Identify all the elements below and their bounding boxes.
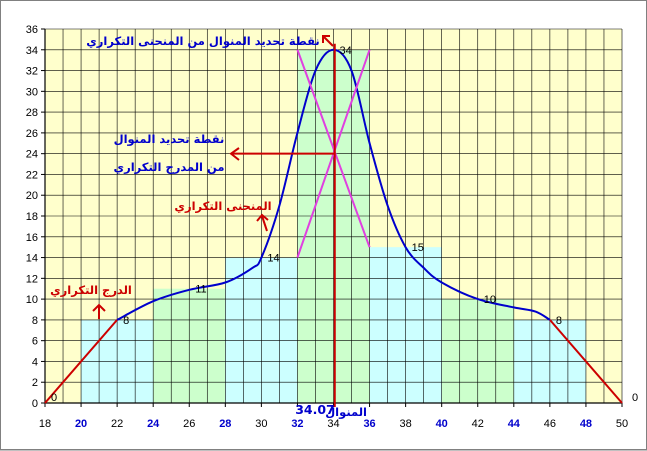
y-tick-label: 6 [32,336,38,348]
annotation-curve-mode-point: نقطة تحديد المنوال من المنحنى التكراري [86,34,319,49]
x-tick-label: 26 [183,418,195,430]
freq-curve-arrow [261,215,268,232]
point-label: 11 [195,284,206,296]
curve-mode-arrow [322,35,334,47]
x-tick-label-boundary: 28 [219,418,231,430]
y-tick-label: 30 [26,86,38,98]
x-tick-label: 46 [544,418,556,430]
y-tick-label: 14 [26,253,38,265]
y-tick-label: 2 [32,377,38,389]
x-tick-label-boundary: 48 [580,418,592,430]
x-tick-label: 34 [327,418,339,430]
x-tick-label: 30 [255,418,267,430]
point-label: 10 [484,294,496,306]
annotation-mode-value: 34.07 [295,402,335,417]
y-tick-label: 34 [26,45,38,57]
frequency-polygon-left [44,319,118,404]
annotation-hist-mode-line1: نقطة تحديد المنوال [114,132,225,147]
point-label: 0 [51,392,57,404]
mode-line-2 [296,49,371,248]
y-tick-label: 18 [26,211,38,223]
x-tick-label-boundary: 32 [291,418,303,430]
y-tick-label: 24 [26,149,38,161]
y-tick-label: 28 [26,107,38,119]
x-tick-label: 42 [472,418,484,430]
annotation-hist-mode-line2: من المدرج التكراري [114,160,225,175]
x-tick-label-boundary: 44 [508,418,521,430]
point-label: 8 [556,315,562,327]
point-label: 0 [632,392,638,404]
point-label: 15 [412,242,424,254]
y-tick-label: 20 [26,190,38,202]
y-tick-label: 8 [32,315,38,327]
x-tick-label: 38 [400,418,412,430]
y-tick-label: 10 [26,294,38,306]
x-tick-label: 50 [616,418,628,430]
arrow-head-icon [92,303,106,312]
y-tick-label: 36 [26,24,38,36]
y-tick-label: 26 [26,128,38,140]
y-tick-label: 32 [26,66,38,78]
annotation-freq-histogram: الدرج التكراري [50,283,132,298]
point-label: 34 [340,45,352,57]
x-tick-label: 18 [39,418,51,430]
annotation-mode-label: المنوال [325,405,367,420]
arrow-head-icon [229,147,240,161]
y-tick-label: 22 [26,169,38,181]
x-tick-label: 22 [111,418,123,430]
y-tick-label: 12 [26,273,38,285]
frequency-polygon-right [549,319,623,404]
frequency-curve [116,48,551,321]
point-label: 14 [267,253,279,265]
x-tick-label-boundary: 36 [363,418,375,430]
x-tick-label-boundary: 24 [147,418,160,430]
y-tick-label: 16 [26,232,38,244]
y-tick-label: 0 [32,398,38,410]
point-label: 8 [123,315,129,327]
y-tick-label: 4 [32,356,38,368]
arrow-head-icon [256,213,269,222]
x-tick-label-boundary: 20 [75,418,87,430]
annotation-freq-curve: المنحنى التكراري [174,199,271,213]
x-tick-label-boundary: 40 [436,418,448,430]
